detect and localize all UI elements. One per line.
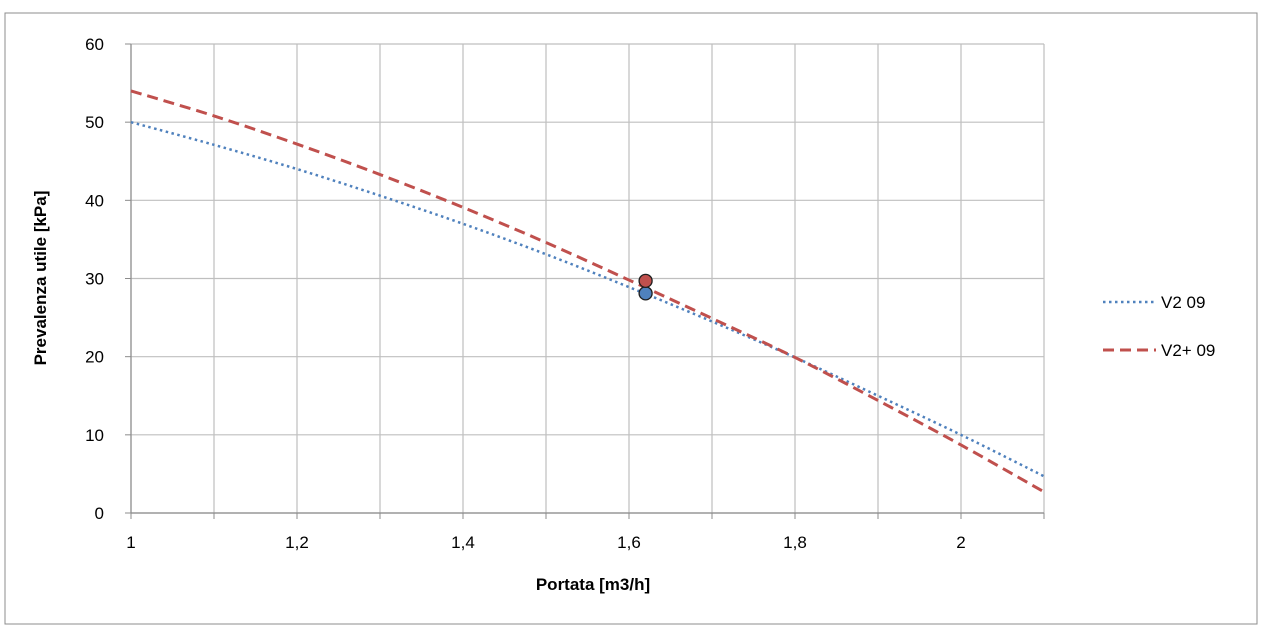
series-marker-1 — [638, 273, 653, 288]
x-tick-label: 1,8 — [783, 533, 807, 552]
legend-label-1: V2+ 09 — [1161, 341, 1215, 360]
series-lines — [130, 89, 1045, 494]
y-tick-label: 40 — [85, 191, 104, 210]
y-axis-title: Prevalenza utile [kPa] — [31, 191, 50, 366]
y-tick-label: 10 — [85, 426, 104, 445]
series-line-0 — [130, 120, 1045, 478]
x-tick-label: 1,2 — [285, 533, 309, 552]
series-marker-0 — [638, 286, 653, 301]
y-tick-label: 20 — [85, 348, 104, 367]
y-tick-label: 60 — [85, 35, 104, 54]
y-tick-label: 30 — [85, 270, 104, 289]
y-tick-label: 0 — [95, 504, 104, 523]
y-tick-label: 50 — [85, 113, 104, 132]
x-tick-label: 1 — [126, 533, 135, 552]
legend-label-0: V2 09 — [1161, 293, 1205, 312]
series-markers — [638, 273, 653, 301]
x-tick-label: 1,6 — [617, 533, 641, 552]
legend: V2 09 V2+ 09 — [1103, 293, 1215, 360]
x-tick-label: 1,4 — [451, 533, 475, 552]
series-line-1 — [130, 89, 1045, 494]
x-tick-label: 2 — [956, 533, 965, 552]
x-axis-title: Portata [m3/h] — [536, 575, 650, 594]
